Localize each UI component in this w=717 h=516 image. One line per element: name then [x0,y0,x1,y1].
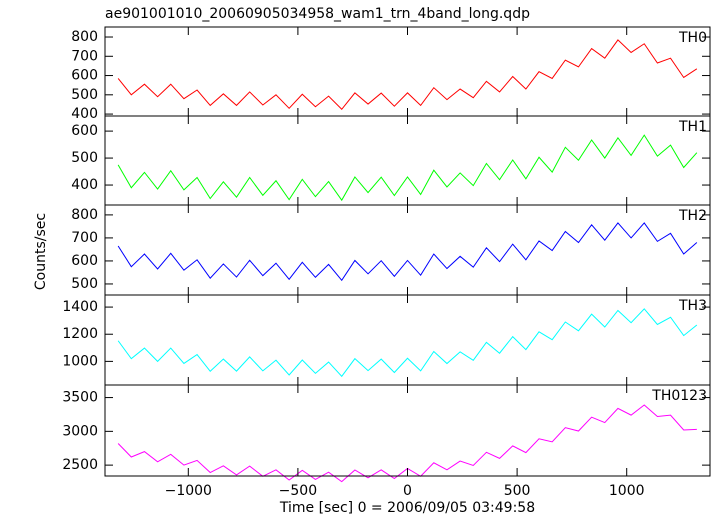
y-tick-label: 500 [71,150,98,166]
series-label: TH0 [678,30,707,46]
y-tick-label: 400 [71,106,98,122]
chart-title: ae901001010_20060905034958_wam1_trn_4ban… [105,6,530,22]
x-tick-label: 0 [403,483,412,499]
x-tick-label: −1000 [165,483,212,499]
panel-frame [104,384,711,477]
y-tick-label: 600 [71,123,98,139]
data-line [117,222,698,282]
y-tick-label: 3500 [62,390,98,406]
y-tick-label: 3000 [62,423,98,439]
y-tick-label: 700 [71,48,98,64]
data-line [117,308,698,378]
series-label: TH0123 [651,388,707,404]
y-tick-label: 1000 [62,353,98,369]
panel-frame [104,294,711,386]
y-axis-label: Counts/sec [33,213,49,290]
y-tick-label: 600 [71,253,98,269]
data-line [117,134,698,202]
series-label: TH1 [678,119,707,135]
x-tick-label: −500 [279,483,317,499]
series-label: TH3 [678,298,707,314]
y-tick-label: 800 [71,207,98,223]
y-tick-label: 800 [71,29,98,45]
data-line [117,39,698,111]
y-tick-label: 700 [71,230,98,246]
y-tick-label: 600 [71,68,98,84]
x-tick-label: 1000 [609,483,645,499]
x-tick-label: 500 [504,483,531,499]
y-tick-label: 500 [71,276,98,292]
y-tick-label: 2500 [62,457,98,473]
y-tick-label: 1400 [62,299,98,315]
series-label: TH2 [678,208,707,224]
y-tick-label: 1200 [62,326,98,342]
panel-frame [104,204,711,296]
y-tick-label: 400 [71,177,98,193]
x-axis-label: Time [sec] 0 = 2006/09/05 03:49:58 [279,500,535,516]
panel-frame [104,115,711,206]
y-tick-label: 500 [71,87,98,103]
panel-frame [104,26,711,117]
